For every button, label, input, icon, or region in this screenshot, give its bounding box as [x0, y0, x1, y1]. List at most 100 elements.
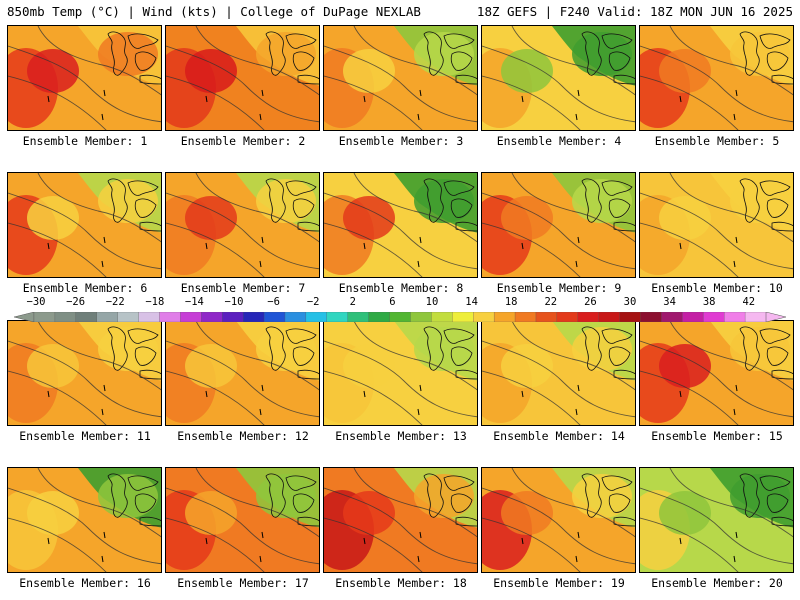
wind-barb: [205, 95, 208, 103]
colorbar-swatch: [661, 311, 683, 323]
temperature-map: [640, 468, 793, 572]
temperature-blob: [730, 179, 790, 223]
wind-barb: [259, 408, 262, 416]
temperature-blob: [501, 491, 553, 535]
colorbar-tick-label: −22: [105, 296, 125, 308]
height-contour: [166, 75, 265, 130]
temperature-blob: [98, 179, 158, 223]
wind-barb: [363, 537, 366, 545]
temperature-map: [8, 321, 161, 425]
ensemble-panel-19: [481, 467, 636, 573]
temperature-blob: [501, 196, 553, 240]
wind-barb: [417, 113, 420, 121]
wind-barb: [679, 95, 682, 103]
ensemble-member-label: Ensemble Member: 11: [19, 429, 151, 443]
colorbar-tick-label: −10: [224, 296, 244, 308]
wind-barb: [733, 260, 736, 268]
colorbar-swatch: [201, 311, 223, 323]
great-lakes-outline: [423, 473, 477, 527]
temperature-map: [8, 26, 161, 130]
colorbar-tick-label: −26: [66, 296, 86, 308]
temperature-blob: [27, 344, 79, 388]
ensemble-member-label: Ensemble Member: 15: [651, 429, 783, 443]
colorbar-swatch: [493, 311, 516, 323]
great-lakes-outline: [581, 31, 635, 85]
wind-barb: [259, 260, 262, 268]
ensemble-member-label: Ensemble Member: 3: [338, 134, 464, 148]
ensemble-member-label: Ensemble Member: 14: [493, 429, 625, 443]
temperature-map: [482, 26, 635, 130]
height-contour: [8, 517, 107, 572]
height-contour: [324, 192, 477, 270]
wind-barb: [679, 242, 682, 250]
wind-barb: [363, 95, 366, 103]
temperature-blob: [572, 179, 632, 223]
temperature-blob: [185, 491, 237, 535]
wind-barb: [205, 537, 208, 545]
ensemble-panel-13: [323, 320, 478, 426]
colorbar-swatch: [724, 311, 746, 323]
great-lakes-outline: [107, 178, 161, 232]
temperature-blob: [659, 49, 711, 93]
colorbar-swatch: [117, 311, 140, 323]
great-lakes-outline: [107, 31, 161, 85]
height-contour: [353, 321, 477, 391]
great-lakes-outline: [581, 178, 635, 232]
height-contour: [166, 45, 319, 123]
temperature-map: [640, 173, 793, 277]
ensemble-panel-12: [165, 320, 320, 426]
great-lakes-outline: [739, 178, 793, 232]
chart-title: 850mb Temp (°C) | Wind (kts) | College o…: [7, 4, 421, 19]
great-lakes-outline: [265, 326, 319, 380]
colorbar-swatch: [682, 311, 704, 323]
height-contour: [37, 173, 161, 243]
temperature-blob: [27, 49, 79, 93]
wind-barb: [575, 555, 578, 563]
colorbar-swatch: [556, 311, 579, 323]
ensemble-member-label: Ensemble Member: 12: [177, 429, 309, 443]
great-lakes-outline: [107, 326, 161, 380]
height-contour: [669, 26, 793, 96]
colorbar-tick-label: −6: [267, 296, 280, 308]
height-contour: [166, 517, 265, 572]
colorbar-swatch: [222, 311, 244, 323]
height-contour: [511, 321, 635, 391]
height-contour: [353, 173, 477, 243]
wind-barb: [417, 408, 420, 416]
colorbar-swatch: [619, 311, 642, 323]
temperature-map: [8, 468, 161, 572]
colorbar-tick-label: 14: [465, 296, 478, 308]
height-contour: [37, 26, 161, 96]
colorbar-swatch: [33, 311, 56, 323]
ensemble-panel-4: [481, 25, 636, 131]
wind-barb: [259, 113, 262, 121]
wind-barb: [101, 555, 104, 563]
height-contour: [669, 321, 793, 391]
wind-barb: [733, 555, 736, 563]
temperature-blob: [659, 196, 711, 240]
height-contour: [482, 487, 635, 565]
height-contour: [8, 340, 161, 418]
ensemble-member-label: Ensemble Member: 16: [19, 576, 151, 590]
colorbar-tick-label: −2: [306, 296, 320, 308]
colorbar-tick-label: −18: [145, 296, 165, 308]
wind-barb: [261, 384, 264, 392]
colorbar-tick-label: 18: [504, 296, 518, 308]
ensemble-panel-1: [7, 25, 162, 131]
colorbar-swatch: [368, 311, 391, 323]
height-contour: [324, 45, 477, 123]
height-contour: [353, 468, 477, 538]
wind-barb: [417, 555, 420, 563]
temperature-map: [640, 26, 793, 130]
wind-barb: [735, 531, 738, 539]
temperature-blob: [343, 491, 395, 535]
colorbar-swatch: [473, 311, 495, 323]
wind-barb: [101, 408, 104, 416]
wind-barb: [735, 236, 738, 244]
temperature-map: [324, 468, 477, 572]
ensemble-member-label: Ensemble Member: 9: [496, 281, 622, 295]
wind-barb: [733, 113, 736, 121]
colorbar-swatch: [284, 311, 307, 323]
height-contour: [8, 192, 161, 270]
wind-barb: [47, 95, 50, 103]
